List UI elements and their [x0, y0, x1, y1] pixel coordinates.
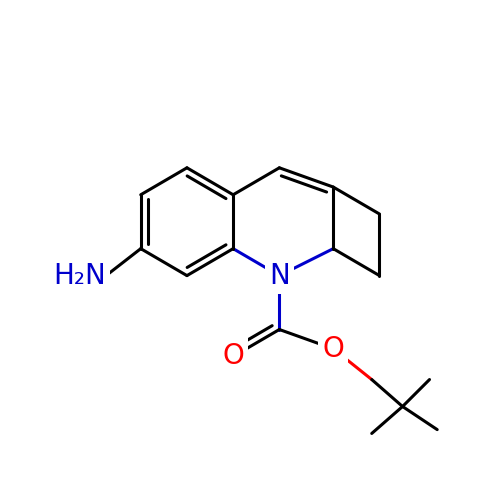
Text: N: N [269, 262, 289, 289]
Text: O: O [322, 335, 344, 363]
Text: O: O [222, 342, 244, 370]
Text: H₂N: H₂N [54, 262, 106, 289]
